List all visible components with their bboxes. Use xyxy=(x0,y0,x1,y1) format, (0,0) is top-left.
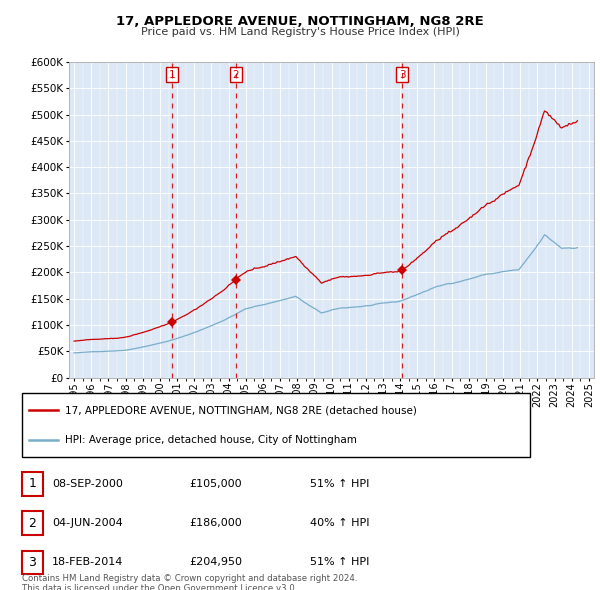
Text: 17, APPLEDORE AVENUE, NOTTINGHAM, NG8 2RE: 17, APPLEDORE AVENUE, NOTTINGHAM, NG8 2R… xyxy=(116,15,484,28)
Text: 1: 1 xyxy=(169,70,175,80)
Text: 2: 2 xyxy=(28,517,36,530)
Text: 18-FEB-2014: 18-FEB-2014 xyxy=(52,558,124,568)
Bar xyxy=(22,512,43,535)
Text: 04-JUN-2004: 04-JUN-2004 xyxy=(52,518,123,528)
Text: This data is licensed under the Open Government Licence v3.0.: This data is licensed under the Open Gov… xyxy=(22,584,297,590)
Text: 51% ↑ HPI: 51% ↑ HPI xyxy=(310,558,369,568)
Bar xyxy=(22,394,530,457)
Text: 17, APPLEDORE AVENUE, NOTTINGHAM, NG8 2RE (detached house): 17, APPLEDORE AVENUE, NOTTINGHAM, NG8 2R… xyxy=(65,405,416,415)
Text: Contains HM Land Registry data © Crown copyright and database right 2024.: Contains HM Land Registry data © Crown c… xyxy=(22,573,357,583)
Text: 51% ↑ HPI: 51% ↑ HPI xyxy=(310,479,369,489)
Text: 40% ↑ HPI: 40% ↑ HPI xyxy=(310,518,369,528)
Text: 3: 3 xyxy=(399,70,406,80)
Text: 2: 2 xyxy=(232,70,239,80)
Text: £204,950: £204,950 xyxy=(190,558,242,568)
Text: £105,000: £105,000 xyxy=(190,479,242,489)
Text: 1: 1 xyxy=(28,477,36,490)
Text: Price paid vs. HM Land Registry's House Price Index (HPI): Price paid vs. HM Land Registry's House … xyxy=(140,27,460,37)
Text: 08-SEP-2000: 08-SEP-2000 xyxy=(52,479,123,489)
Bar xyxy=(22,472,43,496)
Text: £186,000: £186,000 xyxy=(190,518,242,528)
Text: 3: 3 xyxy=(28,556,36,569)
Bar xyxy=(22,550,43,574)
Text: HPI: Average price, detached house, City of Nottingham: HPI: Average price, detached house, City… xyxy=(65,435,356,444)
